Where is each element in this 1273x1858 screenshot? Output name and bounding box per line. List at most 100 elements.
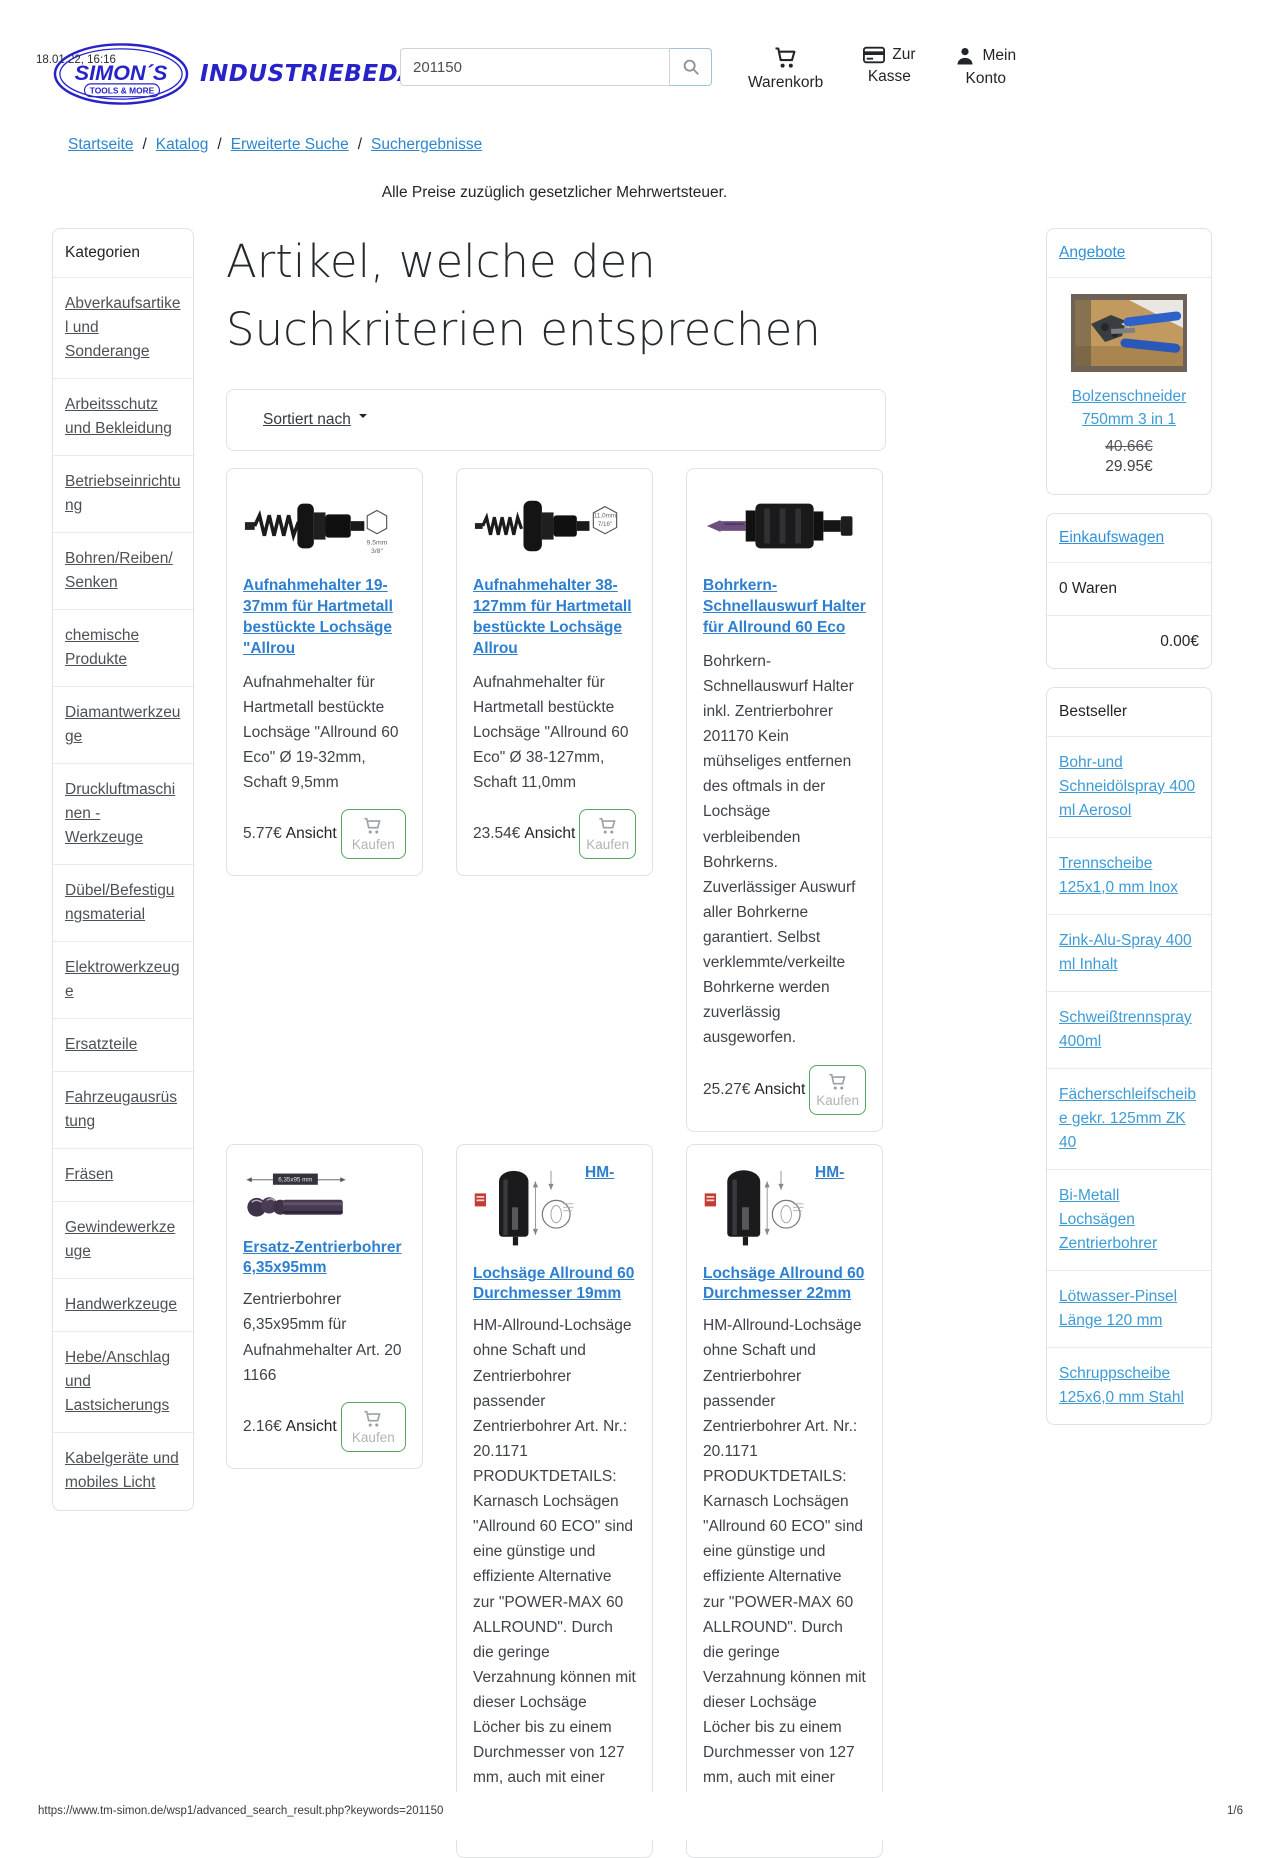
category-link[interactable]: Arbeitsschutz und Bekleidung: [65, 396, 172, 438]
bestseller-link[interactable]: Trennscheibe 125x1,0 mm Inox: [1059, 854, 1178, 896]
product-title-link[interactable]: Bohrkern-Schnellauswurf Halter für Allro…: [703, 577, 866, 636]
mini-cart-title-link[interactable]: Einkaufswagen: [1059, 528, 1165, 546]
search-input[interactable]: [400, 48, 670, 86]
product-card: 6,35x95 mm Ersatz-Zentrierbohrer 6,35x95…: [226, 1143, 423, 1469]
category-link[interactable]: Bohren/Reiben/Senken: [65, 550, 173, 592]
breadcrumb-separator: /: [217, 136, 222, 153]
product-image[interactable]: 11,0mm 7/16": [473, 491, 636, 566]
category-link[interactable]: Diamantwerkzeuge: [65, 704, 181, 746]
category-item: Fräsen: [53, 1148, 193, 1201]
results-main: Artikel, welche den Suchkriterien entspr…: [226, 228, 886, 1858]
bestseller-link[interactable]: Fächerschleifscheibe gekr. 125mm ZK 40: [1059, 1085, 1196, 1151]
image-annotation: 9,5mm: [367, 539, 388, 546]
cart-icon: [598, 817, 618, 835]
offer-old-price: 40.66€: [1105, 437, 1153, 455]
mini-cart-quantity: 0 Waren: [1047, 561, 1211, 615]
bestseller-item: Zink-Alu-Spray 400 ml Inhalt: [1047, 913, 1211, 991]
product-title-link[interactable]: Ersatz-Zentrierbohrer 6,35x95mm: [243, 1238, 402, 1277]
buy-button[interactable]: Kaufen: [809, 1064, 866, 1115]
buy-button-label: Kaufen: [351, 1429, 395, 1445]
category-link[interactable]: Fahrzeugausrüstung: [65, 1089, 178, 1131]
nav-account[interactable]: Mein Konto: [955, 46, 1016, 92]
page-title: Artikel, welche den Suchkriterien entspr…: [226, 235, 821, 356]
print-footer: https://www.tm-simon.de/wsp1/advanced_se…: [0, 1792, 1273, 1840]
product-media: HM-Lochsäge Allround 60 Durchmesser 22mm: [703, 1163, 866, 1306]
nav-checkout[interactable]: Zur Kasse: [863, 46, 915, 92]
category-item: Betriebseinrichtung: [53, 455, 193, 532]
offer-price: 29.95€: [1105, 457, 1153, 475]
category-item: Handwerkzeuge: [53, 1278, 193, 1331]
offer-product-image[interactable]: [1057, 294, 1201, 377]
user-icon: [957, 48, 973, 65]
category-link[interactable]: Kabelgeräte und mobiles Licht: [65, 1450, 179, 1492]
bestsellers-title: Bestseller: [1059, 702, 1128, 720]
image-annotation: 3/8": [371, 548, 383, 555]
view-button[interactable]: Ansicht: [282, 1412, 341, 1442]
category-link[interactable]: Hebe/Anschlag und Lastsicherungs: [65, 1349, 171, 1415]
breadcrumb-link-katalog[interactable]: Katalog: [155, 136, 209, 153]
product-title-link[interactable]: Aufnahmehalter 19-37mm für Hartmetall be…: [243, 577, 393, 657]
buy-button[interactable]: Kaufen: [340, 809, 406, 860]
logo-primary-text: SIMON´S: [75, 60, 168, 85]
product-title-link[interactable]: HM-Lochsäge Allround 60 Durchmesser 19mm: [473, 1163, 635, 1303]
category-link[interactable]: Gewindewerkzeuge: [65, 1219, 176, 1261]
nav-cart[interactable]: Warenkorb: [748, 46, 823, 92]
product-image[interactable]: 6,35x95 mm: [243, 1165, 349, 1232]
cart-icon: [363, 817, 383, 835]
product-price: 23.54€: [473, 825, 521, 843]
buy-button[interactable]: Kaufen: [579, 809, 636, 860]
product-media: 6,35x95 mm Ersatz-Zentrierbohrer 6,35x95…: [243, 1163, 406, 1280]
print-page-indicator: 1/6: [1227, 1805, 1243, 1817]
bestseller-item: Lötwasser-Pinsel Länge 120 mm: [1047, 1269, 1211, 1347]
buy-button[interactable]: Kaufen: [340, 1401, 406, 1452]
bestseller-link[interactable]: Bohr-und Schneidölspray 400 ml Aerosol: [1059, 753, 1196, 819]
product-image[interactable]: 9,5mm 3/8": [243, 491, 406, 566]
breadcrumb-link-startseite[interactable]: Startseite: [68, 136, 134, 153]
print-timestamp: 18.01.22, 16:16: [36, 54, 116, 66]
product-card: 11,0mm 7/16" Aufnahmehalter 38-127mm für…: [456, 468, 653, 877]
image-annotation: 6,35x95 mm: [278, 1176, 312, 1183]
product-title-link[interactable]: Aufnahmehalter 38-127mm für Hartmetall b…: [473, 577, 632, 657]
sort-label: Sortiert nach: [263, 411, 351, 428]
breadcrumb-link-erweiterte-suche[interactable]: Erweiterte Suche: [230, 136, 349, 153]
nav-account-label-1: Mein: [982, 47, 1017, 64]
category-link[interactable]: chemische Produkte: [65, 627, 140, 669]
offers-title-link[interactable]: Angebote: [1059, 244, 1126, 261]
bestseller-link[interactable]: Lötwasser-Pinsel Länge 120 mm: [1059, 1287, 1178, 1329]
category-link[interactable]: Betriebseinrichtung: [65, 473, 181, 515]
site-header: SIMON´S TOOLS & MORE INDUSTRIEBEDARF War…: [0, 40, 1273, 126]
bestseller-link[interactable]: Zink-Alu-Spray 400 ml Inhalt: [1059, 931, 1192, 973]
view-button[interactable]: Ansicht: [520, 819, 579, 849]
category-link[interactable]: Abverkaufsartikel und Sonderange: [65, 295, 181, 361]
bestseller-link[interactable]: Schruppscheibe 125x6,0 mm Stahl: [1059, 1364, 1184, 1406]
bestseller-link[interactable]: Schweißtrennspray 400ml: [1059, 1008, 1192, 1050]
category-link[interactable]: Elektrowerkzeuge: [65, 959, 180, 1001]
view-button[interactable]: Ansicht: [282, 819, 341, 849]
buy-button-label: Kaufen: [351, 837, 395, 853]
nav-cart-label: Warenkorb: [748, 74, 824, 91]
bestseller-link[interactable]: Bi-Metall Lochsägen Zentrierbohrer: [1059, 1186, 1158, 1252]
caret-down-icon: [358, 414, 367, 422]
offer-product-link[interactable]: Bolzenschneider 750mm 3 in 1: [1071, 388, 1187, 429]
category-link[interactable]: Druckluftmaschinen - Werkzeuge: [65, 781, 176, 847]
product-image[interactable]: [703, 1165, 807, 1258]
product-image[interactable]: [703, 491, 866, 566]
category-link[interactable]: Dübel/Befestigungsmaterial: [65, 882, 175, 924]
logo[interactable]: SIMON´S TOOLS & MORE INDUSTRIEBEDARF: [52, 42, 451, 106]
category-link[interactable]: Handwerkzeuge: [65, 1296, 178, 1314]
category-link[interactable]: Ersatzteile: [65, 1036, 138, 1054]
product-title-link[interactable]: HM-Lochsäge Allround 60 Durchmesser 22mm: [703, 1163, 865, 1303]
category-link[interactable]: Fräsen: [65, 1166, 114, 1184]
bestsellers-card: Bestseller Bohr-und Schneidölspray 400 m…: [1046, 686, 1212, 1425]
sort-dropdown[interactable]: Sortiert nach: [263, 411, 351, 428]
offers-card: Angebote: [1046, 228, 1212, 495]
breadcrumb-link-suchergebnisse[interactable]: Suchergebnisse: [371, 136, 483, 153]
view-button[interactable]: Ansicht: [750, 1075, 809, 1105]
product-image[interactable]: [473, 1165, 577, 1258]
image-annotation: 7/16": [598, 521, 613, 528]
image-annotation: 11,0mm: [594, 512, 616, 519]
product-card: HM-Lochsäge Allround 60 Durchmesser 22mm…: [686, 1143, 883, 1858]
search-button[interactable]: [670, 48, 712, 86]
category-item: Bohren/Reiben/Senken: [53, 532, 193, 609]
product-description: Bohrkern-Schnellauswurf Halter inkl. Zen…: [703, 652, 856, 1047]
